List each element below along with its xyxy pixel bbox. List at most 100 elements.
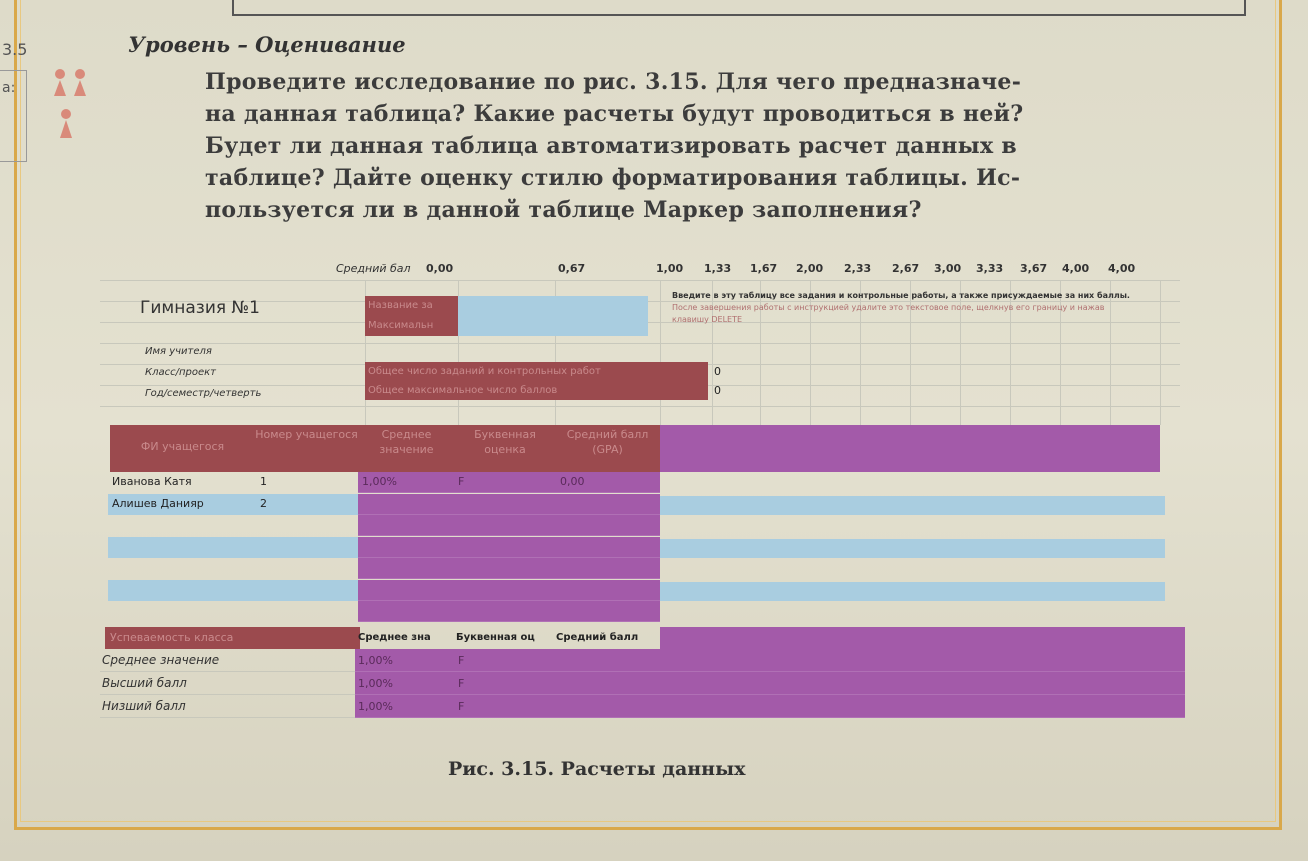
task-line: Проведите исследование по рис. 3.15. Для… [205,69,1022,95]
gpa-scale-value: 1,33 [704,262,732,275]
class-label: Класс/проект [145,367,217,378]
instruction-textbox: Введите в эту таблицу все задания и конт… [672,290,1142,326]
gpa-scale-value: 0,00 [426,262,454,275]
student-average[interactable]: 1,00% [362,475,397,488]
gridline [458,280,459,425]
previous-box [232,0,1246,16]
student-number[interactable]: 2 [260,497,267,510]
margin-letter: а: [2,80,16,96]
calculated-cells [358,579,660,601]
section-level: Уровень – Оценивание [128,32,406,57]
calculated-cells [358,493,660,515]
summary-extra-header [660,627,1185,649]
column-header-name[interactable]: ФИ учащегося [110,425,255,472]
margin-number: 3.5 [2,40,28,59]
summary-header-gpa[interactable]: Средний балл [556,632,639,643]
student-number[interactable]: 1 [260,475,267,488]
gpa-scale-value: 1,00 [656,262,684,275]
total-points-value[interactable]: 0 [714,384,721,397]
margin-box [0,70,27,162]
total-tasks-label: Общее число заданий и контрольных работ [365,362,708,381]
gpa-scale-label: Средний бал [336,262,411,275]
gpa-scale-value: 2,67 [892,262,920,275]
gpa-scale-value: 2,00 [796,262,824,275]
summary-average[interactable]: 1,00% [358,654,393,667]
calculated-cells [358,558,660,579]
gridline [100,694,355,695]
total-points-label: Общее максимальное число баллов [365,381,708,400]
gridline [100,343,1180,344]
instruction-note: После завершения работы с инструкцией уд… [672,303,1105,324]
task-line: таблице? Дайте оценку стилю форматирован… [205,165,1021,191]
period-label: Год/семестр/четверть [145,388,262,399]
spreadsheet-figure: Средний бал 0,00 0,67 1,00 1,33 1,67 2,00 2,33… [100,250,1190,735]
group-work-icon [54,69,86,138]
gridline [555,280,556,425]
gpa-scale-value: 4,00 [1108,262,1136,275]
summary-average[interactable]: 1,00% [358,677,393,690]
school-title: Гимназия №1 [140,298,260,318]
student-gpa[interactable]: 0,00 [560,475,585,488]
gridline [1060,280,1061,425]
summary-row-cells [355,695,1185,718]
gridline [810,280,811,425]
summary-row-label: Среднее значение [102,653,220,667]
max-points-cell: Максимальн [365,316,458,336]
student-row[interactable] [108,558,358,579]
column-header-gpa[interactable]: Средний балл (GPA) [555,425,660,472]
summary-header-average[interactable]: Среднее зна [358,632,431,643]
assignment-row-band[interactable] [660,581,1165,601]
column-header-letter[interactable]: Буквенная оценка [455,425,555,472]
column-header-average[interactable]: Среднее значение [358,425,455,472]
assignment-input-area[interactable] [458,296,648,336]
gridline [100,671,355,672]
calculated-cells [358,601,660,622]
gridline [910,280,911,425]
gridline [760,280,761,425]
assignment-name-cell: Название за [365,296,458,316]
student-letter[interactable]: F [458,475,465,488]
gridline [660,280,661,425]
student-name[interactable]: Иванова Катя [112,475,192,488]
student-name[interactable]: Алишев Данияр [112,497,204,510]
summary-row-label: Высший балл [102,676,187,690]
gpa-scale-value: 1,67 [750,262,778,275]
gridline [100,406,1180,407]
gridline [860,280,861,425]
summary-letter[interactable]: F [458,654,465,667]
task-line: на данная таблица? Какие расчеты будут п… [205,101,1024,127]
student-row[interactable] [108,493,358,515]
assignment-row-band[interactable] [660,538,1165,558]
column-header-number[interactable]: Номер учащегося [255,425,358,472]
page-frame [14,0,1282,830]
gridline [100,717,355,718]
summary-letter[interactable]: F [458,677,465,690]
gpa-scale-value: 4,00 [1062,262,1090,275]
gpa-scale-value: 0,67 [558,262,586,275]
gpa-scale-value: 3,67 [1020,262,1048,275]
summary-letter[interactable]: F [458,700,465,713]
calculated-cells [358,536,660,558]
summary-row-cells [355,672,1185,695]
page-frame-inner [20,0,1276,822]
gridline [960,280,961,425]
summary-row-cells [355,649,1185,672]
gridline [1110,280,1111,425]
student-row[interactable] [108,579,358,601]
total-tasks-value[interactable]: 0 [714,365,721,378]
task-line: Будет ли данная таблица автоматизировать… [205,133,1017,159]
gridline [1160,280,1161,425]
gridline [100,280,1180,281]
figure-caption: Рис. 3.15. Расчеты данных [448,758,746,780]
summary-header-letter[interactable]: Буквенная оц [456,632,535,643]
student-row[interactable] [108,601,358,622]
calculated-cells [358,472,660,493]
task-text: Проведите исследование по рис. 3.15. Для… [205,66,1170,226]
student-row[interactable] [108,536,358,558]
gpa-scale-value: 3,33 [976,262,1004,275]
assignment-row-band[interactable] [660,495,1165,515]
assignment-columns-header [660,425,1160,472]
student-row[interactable] [108,515,358,536]
summary-average[interactable]: 1,00% [358,700,393,713]
